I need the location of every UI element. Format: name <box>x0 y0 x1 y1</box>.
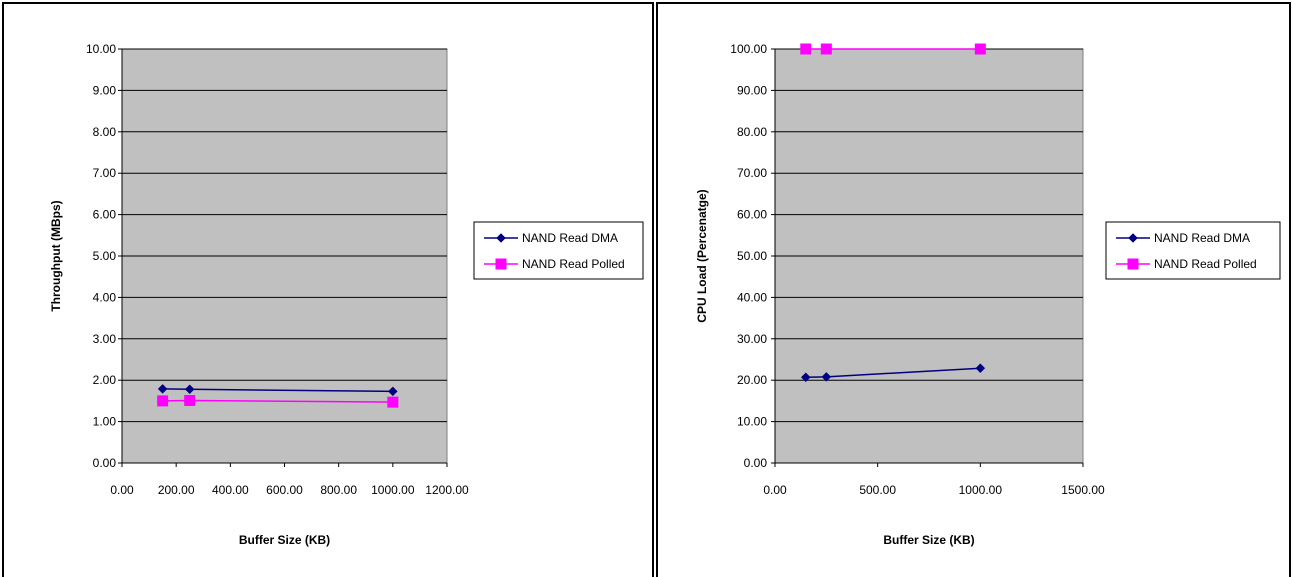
data-point <box>821 372 832 382</box>
y-tick-label: 8.00 <box>93 125 117 139</box>
x-tick-label: 1500.00 <box>1061 483 1105 497</box>
x-tick-label: 1200.00 <box>425 483 469 497</box>
y-axis-title: CPU Load (Percenatge) <box>695 189 709 322</box>
x-tick-label: 400.00 <box>212 483 249 497</box>
legend: NAND Read DMA NAND Read Polled <box>1105 221 1281 280</box>
y-tick-label: 10.00 <box>737 415 767 429</box>
legend-marker <box>496 233 506 243</box>
x-tick-label: 0.00 <box>763 483 787 497</box>
legend-label: NAND Read DMA <box>1154 231 1250 245</box>
y-tick-label: 0.00 <box>744 456 768 470</box>
y-tick-label: 5.00 <box>93 249 117 263</box>
y-tick-label: 70.00 <box>737 166 767 180</box>
y-tick-label: 2.00 <box>93 373 117 387</box>
y-tick-label: 4.00 <box>93 290 117 304</box>
y-tick-label: 7.00 <box>93 166 117 180</box>
data-point <box>800 43 812 55</box>
y-tick-label: 10.00 <box>86 42 116 56</box>
data-point <box>184 384 195 395</box>
legend-label: NAND Read DMA <box>522 231 618 245</box>
data-point <box>975 363 986 374</box>
legend-label: NAND Read Polled <box>522 257 625 271</box>
y-tick-label: 3.00 <box>93 332 117 346</box>
data-point <box>974 43 986 55</box>
y-tick-label: 90.00 <box>737 83 767 97</box>
left-chart: 0.00 1.00 2.00 3.00 4.00 5.00 6.00 7.00 8.00 9.00… <box>49 42 644 547</box>
y-tick-label: 20.00 <box>737 373 767 387</box>
data-point <box>800 372 811 383</box>
x-tick-label: 500.00 <box>859 483 896 497</box>
x-tick-label: 800.00 <box>320 483 357 497</box>
data-point <box>387 386 398 397</box>
y-tick-label: 60.00 <box>737 208 767 222</box>
x-tick-label: 0.00 <box>110 483 134 497</box>
legend-label: NAND Read Polled <box>1154 257 1257 271</box>
data-point <box>184 394 196 406</box>
y-tick-label: 50.00 <box>737 249 767 263</box>
right-chart: 0.00 10.00 20.00 30.00 40.00 50.00 60.00 70.00 8… <box>695 42 1281 547</box>
legend-marker <box>1127 258 1139 270</box>
x-tick-label: 1000.00 <box>371 483 415 497</box>
legend-marker <box>495 258 507 270</box>
data-point <box>820 43 832 55</box>
y-tick-label: 100.00 <box>730 42 767 56</box>
y-tick-label: 9.00 <box>93 83 117 97</box>
x-tick-label: 1000.00 <box>959 483 1003 497</box>
data-point <box>157 395 169 407</box>
legend-marker <box>1128 233 1138 243</box>
y-tick-label: 40.00 <box>737 290 767 304</box>
x-tick-label: 600.00 <box>266 483 303 497</box>
data-point <box>157 384 168 394</box>
x-axis-title: Buffer Size (KB) <box>239 533 330 547</box>
x-axis-title: Buffer Size (KB) <box>883 533 974 547</box>
y-tick-label: 6.00 <box>93 208 117 222</box>
y-tick-label: 0.00 <box>93 456 117 470</box>
y-axis-title: Throughput (MBps) <box>49 200 63 311</box>
y-tick-label: 30.00 <box>737 332 767 346</box>
data-point <box>387 396 399 408</box>
y-tick-label: 1.00 <box>93 415 117 429</box>
x-tick-label: 200.00 <box>158 483 195 497</box>
y-tick-label: 80.00 <box>737 125 767 139</box>
legend: NAND Read DMA NAND Read Polled <box>473 221 644 280</box>
